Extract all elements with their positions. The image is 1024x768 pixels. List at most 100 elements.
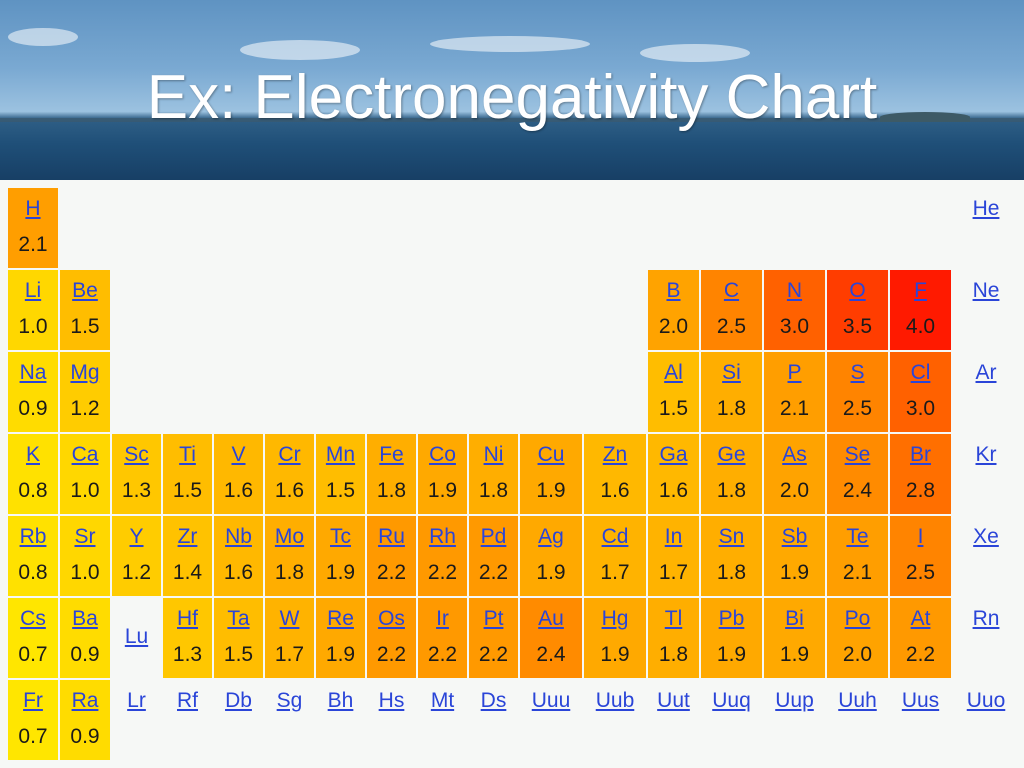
element-symbol-link[interactable]: Sg (276, 689, 303, 712)
element-symbol-link[interactable]: B (666, 279, 681, 302)
element-symbol-link[interactable]: Cs (20, 607, 46, 630)
element-symbol-link[interactable]: Uub (595, 689, 635, 712)
element-symbol-link[interactable]: He (972, 197, 1000, 220)
element-symbol-link[interactable]: Uus (901, 689, 940, 712)
element-symbol-link[interactable]: Te (846, 525, 869, 548)
element-symbol-link[interactable]: V (231, 443, 246, 466)
element-symbol-link[interactable]: Po (844, 607, 871, 630)
element-cell-nb: Nb 1.6 (214, 516, 263, 596)
element-symbol-link[interactable]: Nb (225, 525, 252, 548)
element-symbol-link[interactable]: O (849, 279, 866, 302)
element-symbol-link[interactable]: Kr (975, 443, 997, 466)
element-symbol-link[interactable]: Os (378, 607, 405, 630)
element-symbol-link[interactable]: Na (19, 361, 47, 384)
element-symbol-link[interactable]: Be (72, 279, 98, 302)
element-symbol-link[interactable]: Lr (127, 689, 146, 712)
element-symbol-link[interactable]: Hf (177, 607, 198, 630)
element-symbol-link[interactable]: K (25, 443, 40, 466)
element-symbol-link[interactable]: Sr (74, 525, 96, 548)
element-symbol-link[interactable]: Bh (327, 689, 354, 712)
element-symbol-link[interactable]: Uuq (712, 689, 751, 712)
element-symbol-link[interactable]: Uuu (531, 689, 571, 712)
element-symbol-link[interactable]: Mn (325, 443, 356, 466)
element-symbol-link[interactable]: As (782, 443, 807, 466)
element-symbol-link[interactable]: Uut (657, 689, 690, 712)
element-symbol-link[interactable]: Cu (537, 443, 565, 466)
element-cell-bh: Bh (316, 680, 365, 760)
element-symbol-link[interactable]: P (787, 361, 802, 384)
element-symbol-link[interactable]: F (914, 279, 927, 302)
element-symbol-link[interactable]: Ag (538, 525, 564, 548)
element-symbol-link[interactable]: Rb (19, 525, 47, 548)
element-symbol-link[interactable]: Sc (124, 443, 149, 466)
element-symbol-link[interactable]: Fr (23, 689, 43, 712)
element-symbol-link[interactable]: Mg (70, 361, 100, 384)
element-symbol-link[interactable]: Bi (785, 607, 804, 630)
element-symbol-link[interactable]: Uup (775, 689, 814, 712)
element-symbol-link[interactable]: Cl (910, 361, 931, 384)
element-symbol-link[interactable]: Y (129, 525, 144, 548)
element-symbol-link[interactable]: S (850, 361, 865, 384)
element-symbol-link[interactable]: I (917, 525, 924, 548)
element-symbol-link[interactable]: Rf (177, 689, 198, 712)
element-symbol-link[interactable]: Au (538, 607, 564, 630)
element-symbol-link[interactable]: N (786, 279, 803, 302)
element-symbol-link[interactable]: Br (910, 443, 931, 466)
element-symbol-link[interactable]: Se (844, 443, 871, 466)
element-symbol-link[interactable]: Li (24, 279, 42, 302)
element-cell-rb: Rb 0.8 (8, 516, 58, 596)
element-symbol-link[interactable]: Fe (379, 443, 404, 466)
element-symbol-link[interactable]: Tc (330, 525, 351, 548)
element-symbol-link[interactable]: Al (664, 361, 683, 384)
element-symbol-link[interactable]: Pd (480, 525, 507, 548)
element-symbol-link[interactable]: Sn (718, 525, 745, 548)
element-symbol-link[interactable]: Mt (430, 689, 455, 712)
element-symbol-link[interactable]: In (664, 525, 683, 548)
element-symbol-link[interactable]: Si (722, 361, 741, 384)
element-symbol-link[interactable]: Ge (717, 443, 746, 466)
element-symbol-link[interactable]: Cr (278, 443, 301, 466)
element-symbol-link[interactable]: Uuh (838, 689, 877, 712)
element-symbol-link[interactable]: Uuo (966, 689, 1006, 712)
element-symbol-link[interactable]: Ir (436, 607, 449, 630)
element-symbol-link[interactable]: Pb (718, 607, 745, 630)
element-cell-c: C 2.5 (701, 270, 762, 350)
element-symbol-link[interactable]: Ar (975, 361, 997, 384)
element-cell-v: V 1.6 (214, 434, 263, 514)
element-symbol-link[interactable]: Rh (429, 525, 456, 548)
element-symbol-link[interactable]: Ra (71, 689, 99, 712)
element-cell-w: W 1.7 (265, 598, 314, 678)
element-symbol-link[interactable]: Ni (483, 443, 504, 466)
element-symbol-link[interactable]: Ga (659, 443, 688, 466)
element-cell-uuq: Uuq (701, 680, 762, 760)
element-symbol-link[interactable]: Hs (378, 689, 405, 712)
element-symbol-link[interactable]: Zn (602, 443, 628, 466)
element-cell-cu: Cu 1.9 (520, 434, 582, 514)
element-symbol-link[interactable]: H (25, 197, 41, 220)
element-symbol-link[interactable]: Zr (177, 525, 198, 548)
cloud-shape (8, 28, 78, 46)
element-symbol-link[interactable]: Ds (480, 689, 507, 712)
element-symbol-link[interactable]: Db (225, 689, 252, 712)
element-symbol-link[interactable]: Ru (378, 525, 405, 548)
element-symbol-link[interactable]: Co (429, 443, 456, 466)
element-symbol-link[interactable]: At (910, 607, 931, 630)
element-symbol-link[interactable]: Xe (973, 525, 999, 548)
element-symbol-link[interactable]: Rn (972, 607, 1000, 630)
electronegativity-value: 1.6 (223, 479, 254, 502)
element-symbol-link[interactable]: Ti (179, 443, 196, 466)
element-symbol-link[interactable]: W (279, 607, 300, 630)
element-symbol-link[interactable]: Mo (274, 525, 305, 548)
element-symbol-link[interactable]: C (723, 279, 740, 302)
element-symbol-link[interactable]: Cd (601, 525, 629, 548)
element-symbol-link[interactable]: Hg (601, 607, 629, 630)
element-symbol-link[interactable]: Ca (71, 443, 99, 466)
element-symbol-link[interactable]: Ba (72, 607, 98, 630)
element-symbol-link[interactable]: Pt (483, 607, 504, 630)
element-symbol-link[interactable]: Lu (124, 625, 149, 648)
element-symbol-link[interactable]: Re (327, 607, 354, 630)
element-symbol-link[interactable]: Sb (781, 525, 808, 548)
element-symbol-link[interactable]: Tl (664, 607, 683, 630)
element-symbol-link[interactable]: Ta (227, 607, 250, 630)
element-symbol-link[interactable]: Ne (972, 279, 1000, 302)
